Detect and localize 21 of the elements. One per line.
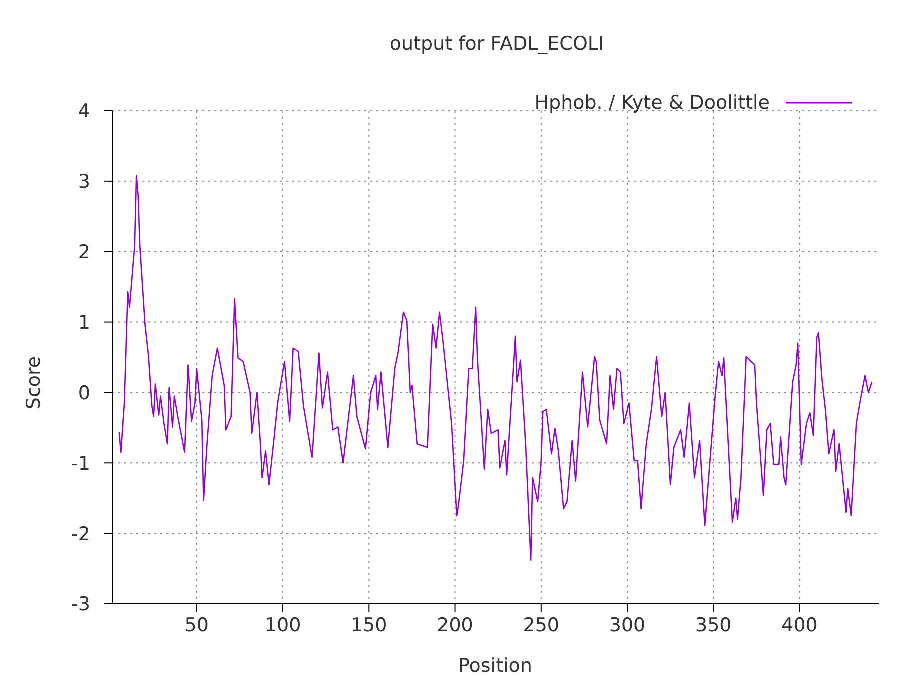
x-tick-label: 150 [351, 614, 388, 636]
y-tick-label: 2 [78, 242, 90, 264]
x-tick-label: 350 [696, 614, 732, 636]
x-tick-label: 50 [184, 614, 209, 636]
x-tick-label: 200 [437, 614, 474, 636]
y-tick-label: -1 [72, 452, 90, 475]
x-axis-title: Position [458, 655, 534, 677]
y-tick-label: 3 [78, 171, 90, 194]
x-tick-label: 100 [264, 614, 302, 636]
legend-label: Hphob. / Kyte & Doolittle [534, 92, 770, 114]
line-series [118, 175, 873, 561]
y-axis-title: Score [23, 356, 45, 410]
y-tick-label: 1 [78, 312, 90, 334]
x-tick-label: 300 [609, 614, 646, 636]
y-tick-label: -2 [72, 523, 90, 546]
y-tick-label: 0 [78, 382, 90, 404]
x-tick-label: 250 [523, 614, 560, 636]
y-tick-label: -3 [72, 594, 90, 616]
y-tick-label: 4 [78, 100, 90, 123]
x-tick-label: 400 [782, 614, 818, 636]
chart-title: output for FADL_ECOLI [388, 33, 606, 55]
